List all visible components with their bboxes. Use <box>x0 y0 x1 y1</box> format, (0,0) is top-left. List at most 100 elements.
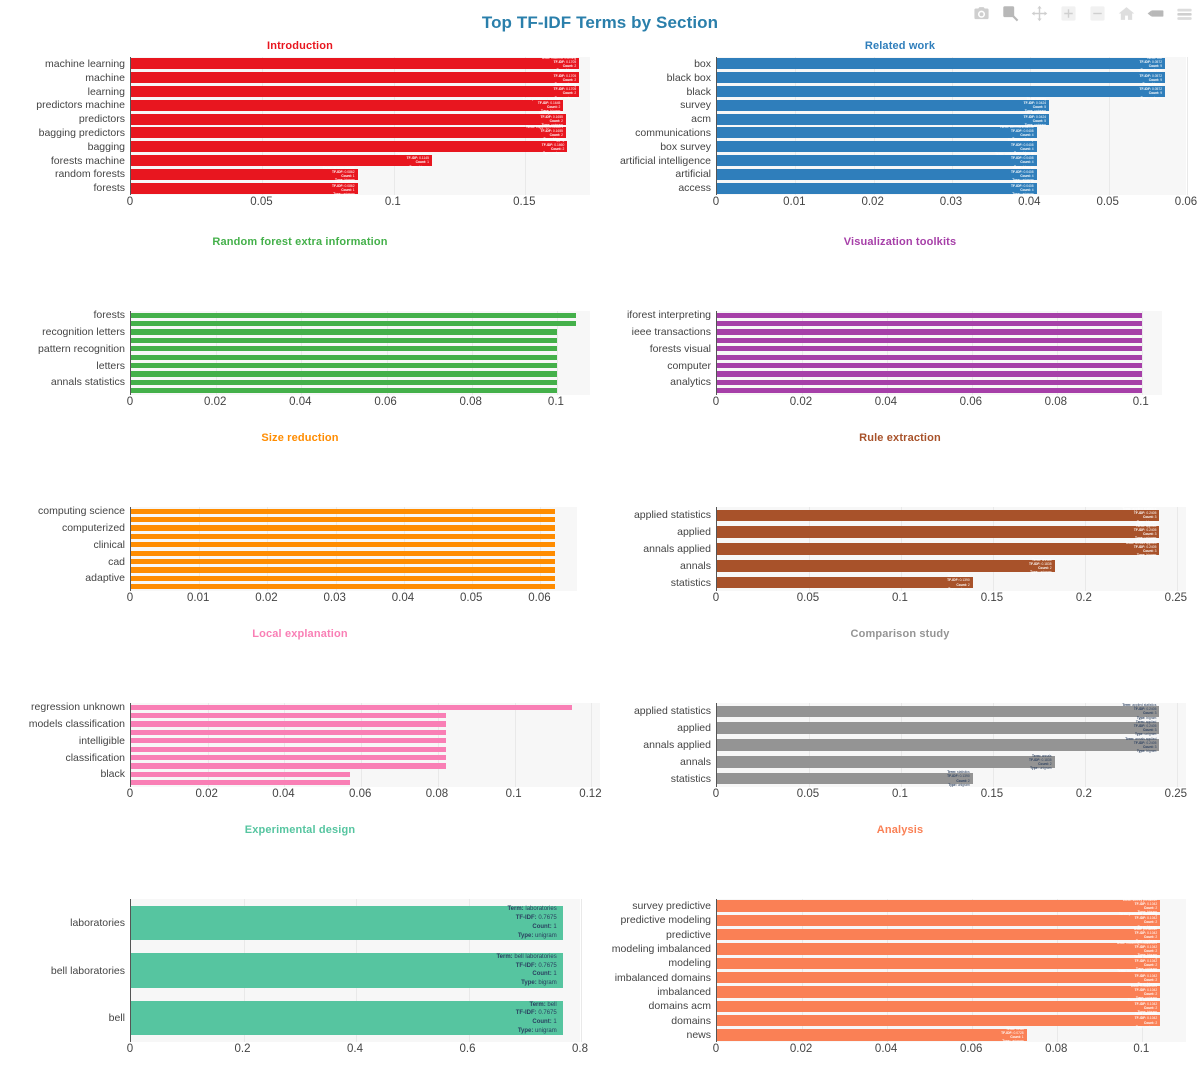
bar[interactable]: Term: machine TF-IDF: 0.1705 Count: 2 Type:… <box>131 69 580 86</box>
plot-area[interactable]: Term: survey predictive TF-IDF: 0.1042 Cou… <box>612 898 1186 1043</box>
camera-icon[interactable] <box>971 3 991 23</box>
bar[interactable]: Term: statistics TF-IDF: 0.1390 Count: 2 Ty… <box>717 770 973 787</box>
bar[interactable] <box>131 525 556 531</box>
bar[interactable]: Term: statistics TF-IDF: 0.1390 Count: 2 Ty… <box>717 574 973 591</box>
home-icon[interactable] <box>1116 3 1136 23</box>
bar[interactable] <box>131 729 447 735</box>
bar[interactable]: Term: news TF-IDF: 0.0728 Count: 1 Type: un… <box>717 1027 1027 1043</box>
x-axis[interactable]: 0 0.02 0.04 0.06 0.08 0.1 <box>713 1043 1186 1061</box>
bar[interactable]: Term: applied TF-IDF: 0.2405 Count: 3 Type:… <box>717 720 1160 736</box>
bar[interactable]: Term: predictors machine TF-IDF: 0.1645 Co… <box>131 97 564 113</box>
bar[interactable]: Term: annals TF-IDF: 0.1835 Count: 2 Type: … <box>717 558 1055 574</box>
bar[interactable] <box>131 550 556 556</box>
bar[interactable]: Term: domains TF-IDF: 0.1042 Count: 2 Type:… <box>717 1012 1161 1029</box>
x-axis[interactable]: 0 0.05 0.1 0.15 0.2 0.25 <box>713 592 1187 610</box>
bar[interactable]: Term: bell laboratories TF-IDF: 0.7675 Cou… <box>131 953 563 988</box>
bar[interactable] <box>717 388 1142 394</box>
bar[interactable] <box>131 354 557 360</box>
bar[interactable]: Term: access TF-IDF: 0.0408 Count: 4 Type: … <box>717 180 1037 196</box>
bar[interactable]: Term: acm TF-IDF: 0.0424 Count: 5 Type: uni… <box>717 111 1050 127</box>
bar[interactable]: Term: survey TF-IDF: 0.0424 Count: 5 Type: … <box>717 97 1050 113</box>
bar[interactable]: Term: bagging predictors TF-IDF: 0.1655 Co… <box>131 125 567 141</box>
bar[interactable]: Term: laboratories TF-IDF: 0.7675 Count: 1… <box>131 905 563 940</box>
x-axis[interactable]: 0 0.02 0.04 0.06 0.08 0.1 <box>713 396 1162 414</box>
bar[interactable] <box>131 763 447 769</box>
bar[interactable] <box>131 346 557 352</box>
bar[interactable] <box>131 320 577 327</box>
x-axis[interactable]: 0 0.2 0.4 0.6 0.8 <box>127 1043 588 1061</box>
x-axis[interactable]: 0 0.01 0.02 0.03 0.04 0.05 0.06 <box>713 196 1197 214</box>
bar[interactable]: Term: predictive modeling TF-IDF: 0.1042 C… <box>717 912 1161 929</box>
bar[interactable]: Term: annals TF-IDF: 0.1835 Count: 2 Type: … <box>717 754 1055 770</box>
spike-lines-icon[interactable] <box>1145 3 1165 23</box>
bar[interactable]: Term: artificial TF-IDF: 0.0408 Count: 4 Ty… <box>717 166 1037 182</box>
bar[interactable]: Term: modeling imbalanced TF-IDF: 0.1042 C… <box>717 941 1161 957</box>
bar[interactable]: Term: annals applied TF-IDF: 0.2405 Count:… <box>717 541 1160 557</box>
x-axis[interactable]: 0 0.05 0.1 0.15 0.2 0.25 <box>713 788 1187 806</box>
bar[interactable] <box>131 780 351 786</box>
x-axis[interactable]: 0 0.01 0.02 0.03 0.04 0.05 0.06 <box>127 592 577 610</box>
bar[interactable] <box>131 567 556 573</box>
bar[interactable]: Term: black TF-IDF: 0.0572 Count: 9 Type: u… <box>717 83 1166 100</box>
bar[interactable]: Term: modeling TF-IDF: 0.1042 Count: 2 Type… <box>717 955 1161 971</box>
plot-area[interactable]: Term: applied statistics TF-IDF: 0.2405 Co… <box>634 703 1186 787</box>
zoom-icon[interactable] <box>1000 3 1020 23</box>
bar[interactable]: Term: forests TF-IDF: 0.0862 Count: 1 Type:… <box>131 180 358 196</box>
bar[interactable] <box>131 388 557 394</box>
bar[interactable] <box>131 516 556 523</box>
bar[interactable] <box>717 329 1142 335</box>
bar[interactable]: Term: learning TF-IDF: 0.1705 Count: 2 Type… <box>131 83 580 100</box>
bar[interactable]: Term: imbalanced TF-IDF: 0.1042 Count: 2 Ty… <box>717 984 1161 1000</box>
x-axis[interactable]: 0 0.02 0.04 0.06 0.08 0.1 <box>127 396 590 414</box>
bar[interactable] <box>717 312 1142 318</box>
bar[interactable] <box>717 320 1142 327</box>
bar[interactable]: Term: survey predictive TF-IDF: 0.1042 Cou… <box>717 898 1161 914</box>
bar[interactable]: Term: predictive TF-IDF: 0.1042 Count: 2 Ty… <box>717 927 1161 943</box>
bar[interactable]: Term: imbalanced domains TF-IDF: 0.1042 Co… <box>717 969 1161 986</box>
bar[interactable] <box>717 371 1142 377</box>
bar[interactable]: Term: bagging TF-IDF: 0.1660 Count: 2 Type:… <box>131 138 568 155</box>
bar[interactable] <box>131 362 557 369</box>
plot-area[interactable]: iforest interpreting ieee transactions for… <box>627 309 1162 395</box>
plot-area[interactable]: Term: box TF-IDF: 0.0572 Count: 9 Type: uni… <box>620 56 1188 196</box>
zoom-out-icon[interactable] <box>1087 3 1107 23</box>
bar[interactable] <box>131 754 447 761</box>
pan-icon[interactable] <box>1029 3 1049 23</box>
bar[interactable] <box>717 362 1142 369</box>
bar[interactable] <box>131 542 556 548</box>
bar[interactable]: Term: bell TF-IDF: 0.7675 Count: 1 Type: un… <box>131 1001 563 1036</box>
plot-area[interactable]: regression unknown models classification i… <box>29 701 600 787</box>
bar[interactable] <box>131 558 556 565</box>
bar[interactable] <box>131 704 573 710</box>
bar[interactable]: Term: applied statistics TF-IDF: 0.2405 Co… <box>717 507 1160 524</box>
plot-area[interactable]: Term: laboratories TF-IDF: 0.7675 Count: 1… <box>51 899 582 1042</box>
bar[interactable] <box>131 746 447 752</box>
bar[interactable] <box>131 508 556 514</box>
plot-area[interactable]: forests recognition letters pattern recogn… <box>38 309 590 395</box>
bar[interactable]: Term: annals applied TF-IDF: 0.2405 Count:… <box>717 737 1160 753</box>
bar[interactable]: Term: box TF-IDF: 0.0572 Count: 9 Type: uni… <box>717 56 1166 72</box>
bar[interactable] <box>717 379 1142 385</box>
bar[interactable] <box>717 354 1142 360</box>
bar[interactable] <box>131 721 447 727</box>
zoom-in-icon[interactable] <box>1058 3 1078 23</box>
bar[interactable] <box>717 337 1142 343</box>
bar[interactable] <box>131 575 556 581</box>
bar[interactable]: Term: forests machine TF-IDF: 0.1145 Count… <box>131 152 432 169</box>
bar[interactable] <box>131 371 557 377</box>
plotly-modebar[interactable] <box>971 2 1194 24</box>
hover-compare-icon[interactable] <box>1174 3 1194 23</box>
bar[interactable] <box>717 346 1142 352</box>
bar[interactable] <box>131 738 447 744</box>
bar[interactable]: Term: applied TF-IDF: 0.2405 Count: 3 Type:… <box>717 524 1160 540</box>
bar[interactable]: Term: random forests TF-IDF: 0.0862 Count:… <box>131 166 358 182</box>
bar[interactable]: Term: machine learning TF-IDF: 0.1705 Coun… <box>131 56 580 72</box>
bar[interactable]: Term: predictors TF-IDF: 0.1655 Count: 2 Ty… <box>131 111 567 127</box>
bar[interactable] <box>131 312 577 318</box>
bar[interactable]: Term: black box TF-IDF: 0.0572 Count: 9 Typ… <box>717 69 1166 86</box>
bar[interactable]: Term: communications TF-IDF: 0.0408 Count:… <box>717 125 1037 141</box>
bar[interactable] <box>131 329 557 335</box>
x-axis[interactable]: 0 0.05 0.1 0.15 <box>127 196 590 214</box>
x-axis[interactable]: 0 0.02 0.04 0.06 0.08 0.1 0.12 <box>127 788 602 806</box>
bar[interactable] <box>131 584 556 590</box>
